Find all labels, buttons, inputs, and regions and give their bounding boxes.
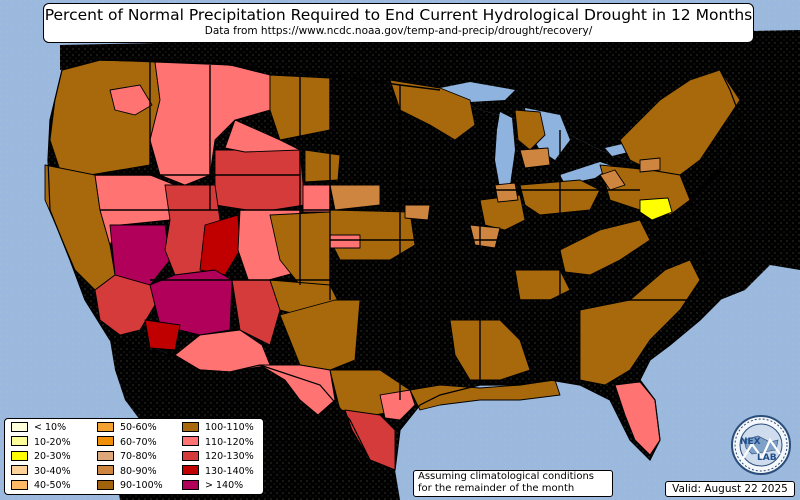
legend-item: 40-50% (11, 479, 71, 492)
logo-text-lab: LAB (757, 453, 777, 463)
region-nebraska-pink (302, 184, 331, 213)
region-indiana-brown (519, 147, 551, 169)
legend-label: 120-130% (205, 451, 254, 462)
region-pennsylvania-orange (599, 169, 626, 191)
legend-item: 60-70% (97, 436, 157, 449)
map-subtitle: Data from https://www.ncdc.noaa.gov/temp… (204, 25, 593, 37)
region-pacific-northwest (49, 59, 161, 176)
region-nevada-south (109, 224, 171, 286)
region-ohio-brown (494, 182, 519, 203)
legend-swatch (182, 465, 199, 475)
nexlab-globe-logo: NEX LAB (731, 415, 791, 475)
region-southern-california (94, 274, 156, 336)
region-nebraska-kansas (329, 184, 381, 211)
legend-swatch (11, 465, 28, 475)
region-wyoming-north (224, 119, 301, 153)
legend-label: 90-100% (120, 480, 163, 491)
region-appalachia (559, 219, 651, 276)
assumption-note-line1: Assuming climatological conditions (418, 471, 594, 482)
region-utah-east (199, 214, 241, 276)
legend-swatch (97, 421, 114, 432)
region-ny-brown (639, 157, 661, 173)
legend: < 10% 10-20% 20-30% 30-40% 40-50% 50-60% 60-70… (4, 418, 264, 495)
legend-swatch (11, 421, 28, 432)
legend-label: 80-90% (120, 465, 157, 477)
legend-swatch (97, 465, 114, 475)
region-arizona-south (144, 319, 181, 351)
legend-swatch (11, 436, 28, 446)
assumption-note-line2: for the remainder of the month (418, 483, 575, 494)
legend-item: 70-80% (97, 450, 157, 463)
legend-item: < 10% (11, 421, 67, 434)
region-wyoming (214, 149, 306, 213)
legend-item: 110-120% (182, 436, 254, 449)
legend-item: 80-90% (97, 465, 157, 478)
legend-item: 130-140% (182, 465, 254, 478)
legend-label: 110-120% (205, 436, 254, 448)
legend-label: 10-20% (34, 436, 71, 448)
region-mid-south (449, 319, 531, 381)
region-gulf-coast (409, 379, 561, 411)
legend-item: 90-100% (97, 479, 163, 492)
region-texas-bigbend (259, 364, 336, 416)
legend-item: 100-110% (182, 421, 254, 434)
region-south-dakota (304, 149, 341, 183)
region-florida (614, 381, 661, 456)
legend-swatch (182, 450, 199, 461)
legend-swatch (182, 421, 199, 432)
state-borders (61, 59, 690, 400)
title-box: Percent of Normal Precipitation Required… (43, 3, 754, 43)
legend-swatch (11, 479, 28, 490)
legend-swatch (97, 450, 114, 461)
region-upper-midwest (389, 79, 476, 141)
legend-swatch (97, 436, 114, 446)
region-iowa-brown (469, 224, 501, 249)
legend-label: 50-60% (120, 422, 157, 433)
region-maryland (639, 197, 673, 221)
legend-label: 130-140% (205, 465, 254, 477)
legend-item: > 140% (182, 479, 244, 492)
legend-item: 10-20% (11, 436, 71, 449)
region-southeast-coast (579, 259, 701, 386)
assumption-note: Assuming climatological conditions for t… (413, 470, 613, 497)
map-title: Percent of Normal Precipitation Required… (44, 6, 753, 24)
legend-swatch (182, 436, 199, 446)
legend-label: 100-110% (205, 422, 254, 433)
legend-label: 30-40% (34, 465, 71, 477)
legend-label: 70-80% (120, 451, 157, 462)
legend-swatch (11, 450, 28, 461)
region-oregon-interior (109, 84, 153, 116)
lake-erie (560, 162, 612, 184)
legend-item: 20-30% (11, 450, 71, 463)
logo-text-nex: NEX (740, 437, 761, 447)
legend-label: < 10% (34, 422, 67, 433)
lake-michigan (495, 112, 515, 188)
region-kansas-pink (329, 234, 361, 249)
legend-item: 50-60% (97, 421, 157, 434)
legend-swatch (97, 479, 114, 490)
legend-label: > 140% (205, 480, 244, 491)
region-texas-east (379, 389, 416, 421)
region-missouri-brown (404, 204, 431, 221)
legend-swatch (182, 479, 199, 490)
us-coastline (47, 69, 746, 471)
legend-item: 120-130% (182, 450, 254, 463)
valid-date: Valid: August 22 2025 (665, 481, 795, 497)
legend-item: 30-40% (11, 465, 71, 478)
legend-label: 40-50% (34, 480, 71, 491)
legend-label: 60-70% (120, 436, 157, 448)
region-arizona-nm (149, 269, 233, 336)
legend-label: 20-30% (34, 451, 71, 462)
region-new-mexico-south (174, 329, 271, 373)
region-michigan (514, 109, 546, 151)
